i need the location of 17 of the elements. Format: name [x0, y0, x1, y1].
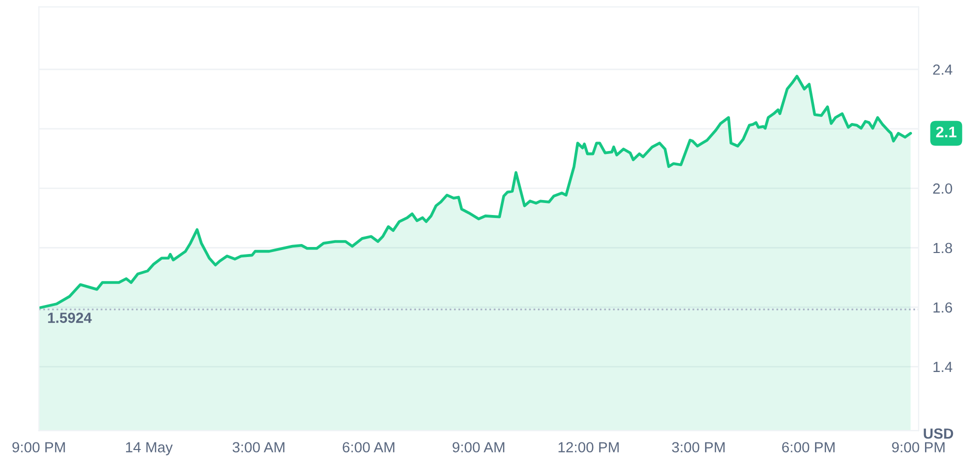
y-tick-label: 1.4 [934, 362, 952, 372]
ref-line-label: 1.5924 [48, 312, 92, 323]
x-tick-label: 3:00 PM [672, 442, 725, 452]
x-tick-label: 14 May [126, 442, 173, 456]
y-tick-label: 2.4 [933, 64, 952, 75]
x-tick-label: 3:00 AM [232, 442, 284, 452]
y-tick-label: 1.6 [934, 302, 952, 313]
x-tick-label: 12:00 PM [558, 442, 619, 452]
y-tick-label: 2.0 [933, 183, 952, 194]
y-axis-title: USD [924, 428, 954, 439]
x-tick-label: 9:00 AM [452, 442, 504, 452]
y-tick-label: 1.8 [934, 242, 952, 254]
x-tick-label: 9:00 PM [892, 442, 944, 452]
x-tick-label: 6:00 PM [782, 442, 835, 452]
x-tick-label: 9:00 PM [12, 442, 65, 452]
x-tick-label: 6:00 AM [342, 442, 394, 452]
annotation: 2.1 [936, 126, 956, 138]
